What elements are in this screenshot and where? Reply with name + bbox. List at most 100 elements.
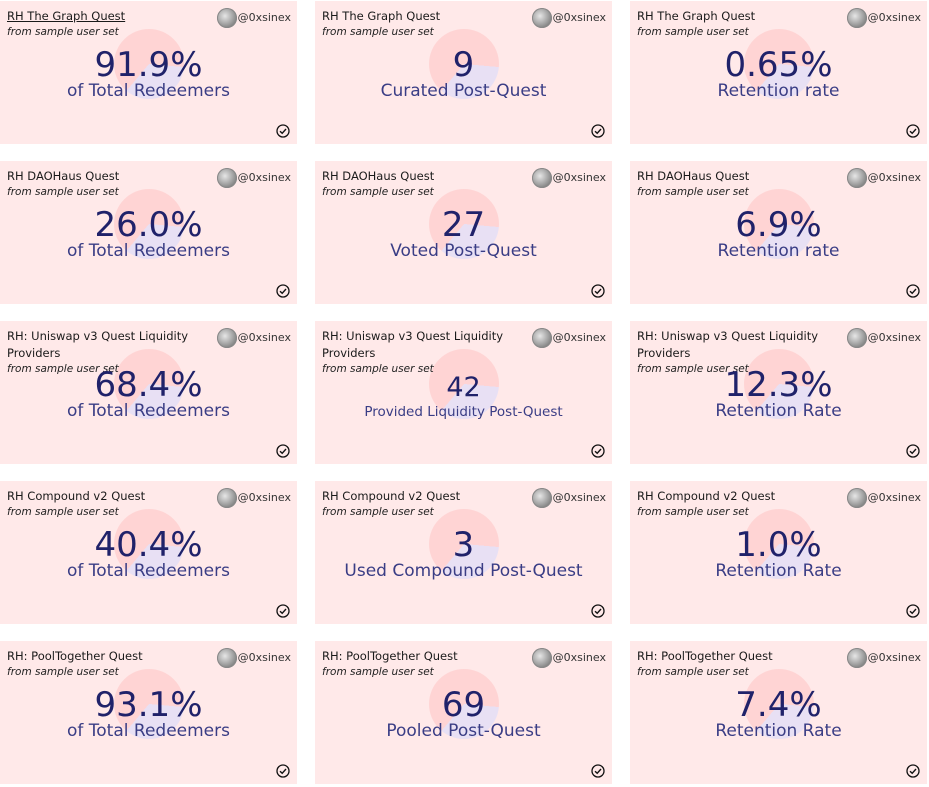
- avatar[interactable]: [847, 8, 867, 28]
- counter-card[interactable]: RH Compound v2 Quest from sample user set…: [315, 481, 612, 624]
- card-title[interactable]: RH: PoolTogether Quest: [637, 649, 773, 663]
- check-circle-icon[interactable]: [276, 284, 290, 298]
- check-circle-icon[interactable]: [276, 444, 290, 458]
- metric-value: 42: [446, 372, 481, 403]
- background-chart-icon: [429, 669, 499, 739]
- avatar[interactable]: [532, 8, 552, 28]
- check-circle-icon[interactable]: [906, 764, 920, 778]
- author-handle[interactable]: @0xsinex: [552, 331, 606, 344]
- card-title[interactable]: RH Compound v2 Quest: [637, 489, 776, 503]
- counter-card[interactable]: RH Compound v2 Quest from sample user set…: [630, 481, 927, 624]
- avatar[interactable]: [847, 328, 867, 348]
- avatar[interactable]: [847, 488, 867, 508]
- avatar[interactable]: [217, 168, 237, 188]
- author-handle[interactable]: @0xsinex: [552, 491, 606, 504]
- counter-card[interactable]: RH: Uniswap v3 Quest Liquidity Providers…: [0, 321, 297, 464]
- background-chart-icon: [744, 349, 814, 419]
- check-circle-icon[interactable]: [906, 604, 920, 618]
- check-circle-icon[interactable]: [906, 124, 920, 138]
- author-handle[interactable]: @0xsinex: [867, 11, 921, 24]
- background-chart-icon: [744, 29, 814, 99]
- background-chart-icon: [114, 349, 184, 419]
- card-subtitle: from sample user set: [637, 666, 749, 678]
- counter-card[interactable]: RH DAOHaus Quest from sample user set @0xs…: [0, 161, 297, 304]
- check-circle-icon[interactable]: [906, 444, 920, 458]
- card-title[interactable]: RH The Graph Quest: [322, 9, 441, 23]
- counter-card[interactable]: RH: Uniswap v3 Quest Liquidity Providers…: [315, 321, 612, 464]
- metric-label: Retention rate: [717, 241, 840, 261]
- check-circle-icon[interactable]: [591, 764, 605, 778]
- avatar[interactable]: [217, 488, 237, 508]
- author-handle[interactable]: @0xsinex: [867, 651, 921, 664]
- metric-value: 1.0%: [735, 525, 822, 565]
- background-chart-icon: [114, 189, 184, 259]
- card-title[interactable]: RH: Uniswap v3 Quest Liquidity Providers: [7, 329, 189, 360]
- counter-card[interactable]: RH: PoolTogether Quest from sample user s…: [630, 641, 927, 784]
- counter-card[interactable]: RH DAOHaus Quest from sample user set @0xs…: [630, 161, 927, 304]
- card-title[interactable]: RH The Graph Quest: [637, 9, 756, 23]
- card-title[interactable]: RH: PoolTogether Quest: [7, 649, 143, 663]
- card-title[interactable]: RH: PoolTogether Quest: [322, 649, 458, 663]
- metric-label: of Total Redeemers: [67, 401, 230, 421]
- author-handle[interactable]: @0xsinex: [237, 491, 291, 504]
- avatar[interactable]: [532, 648, 552, 668]
- author-handle[interactable]: @0xsinex: [552, 171, 606, 184]
- check-circle-icon[interactable]: [276, 124, 290, 138]
- avatar[interactable]: [532, 328, 552, 348]
- avatar[interactable]: [217, 648, 237, 668]
- card-subtitle: from sample user set: [7, 666, 119, 678]
- counter-card[interactable]: RH The Graph Quest from sample user set @0…: [315, 1, 612, 144]
- counter-card[interactable]: RH The Graph Quest from sample user set @0…: [630, 1, 927, 144]
- counter-card[interactable]: RH The Graph Quest from sample user set @0…: [0, 1, 297, 144]
- check-circle-icon[interactable]: [591, 444, 605, 458]
- author-handle[interactable]: @0xsinex: [867, 171, 921, 184]
- counter-card[interactable]: RH DAOHaus Quest from sample user set @0xs…: [315, 161, 612, 304]
- counter-card[interactable]: RH: PoolTogether Quest from sample user s…: [315, 641, 612, 784]
- metric-label: of Total Redeemers: [67, 561, 230, 581]
- check-circle-icon[interactable]: [591, 124, 605, 138]
- author-handle[interactable]: @0xsinex: [867, 331, 921, 344]
- card-title[interactable]: RH DAOHaus Quest: [322, 169, 435, 183]
- avatar[interactable]: [532, 488, 552, 508]
- author-handle[interactable]: @0xsinex: [237, 171, 291, 184]
- card-subtitle: from sample user set: [637, 506, 749, 518]
- author-handle[interactable]: @0xsinex: [237, 11, 291, 24]
- card-title[interactable]: RH Compound v2 Quest: [7, 489, 146, 503]
- background-chart-icon: [114, 29, 184, 99]
- avatar[interactable]: [532, 168, 552, 188]
- metric-label: Used Compound Post-Quest: [344, 561, 583, 581]
- check-circle-icon[interactable]: [276, 604, 290, 618]
- counter-card[interactable]: RH Compound v2 Quest from sample user set…: [0, 481, 297, 624]
- card-title[interactable]: RH The Graph Quest: [7, 9, 126, 23]
- card-title[interactable]: RH: Uniswap v3 Quest Liquidity Providers: [322, 329, 504, 360]
- author-handle[interactable]: @0xsinex: [867, 491, 921, 504]
- card-subtitle: from sample user set: [7, 26, 119, 38]
- background-chart-icon: [429, 509, 499, 579]
- metric-value: 9: [452, 45, 475, 85]
- card-subtitle: from sample user set: [322, 26, 434, 38]
- metric-value: 26.0%: [94, 205, 203, 245]
- check-circle-icon[interactable]: [591, 604, 605, 618]
- card-title[interactable]: RH Compound v2 Quest: [322, 489, 461, 503]
- avatar[interactable]: [847, 168, 867, 188]
- avatar[interactable]: [847, 648, 867, 668]
- metric-value: 91.9%: [94, 45, 203, 85]
- check-circle-icon[interactable]: [591, 284, 605, 298]
- card-title[interactable]: RH DAOHaus Quest: [637, 169, 750, 183]
- author-handle[interactable]: @0xsinex: [237, 651, 291, 664]
- author-handle[interactable]: @0xsinex: [237, 331, 291, 344]
- metric-label: Voted Post-Quest: [390, 241, 537, 261]
- avatar[interactable]: [217, 328, 237, 348]
- card-title[interactable]: RH DAOHaus Quest: [7, 169, 120, 183]
- avatar[interactable]: [217, 8, 237, 28]
- card-subtitle: from sample user set: [637, 26, 749, 38]
- author-handle[interactable]: @0xsinex: [552, 651, 606, 664]
- author-handle[interactable]: @0xsinex: [552, 11, 606, 24]
- counter-card[interactable]: RH: PoolTogether Quest from sample user s…: [0, 641, 297, 784]
- card-title[interactable]: RH: Uniswap v3 Quest Liquidity Providers: [637, 329, 819, 360]
- check-circle-icon[interactable]: [276, 764, 290, 778]
- card-subtitle: from sample user set: [637, 363, 749, 375]
- counter-card[interactable]: RH: Uniswap v3 Quest Liquidity Providers…: [630, 321, 927, 464]
- check-circle-icon[interactable]: [906, 284, 920, 298]
